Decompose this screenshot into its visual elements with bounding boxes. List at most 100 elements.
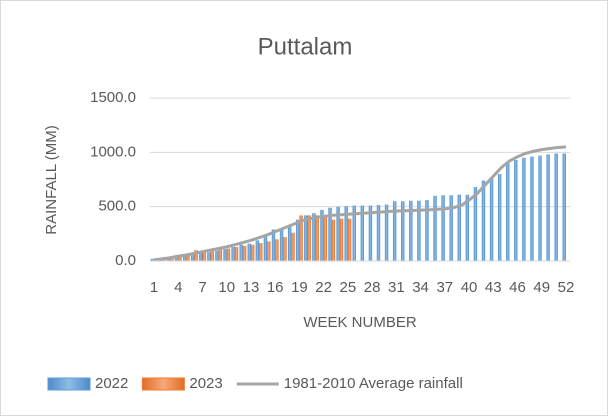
bar [441,195,445,261]
bar [473,187,478,261]
y-tick-label: 1500.0 [90,89,136,106]
legend-label: 1981-2010 Average rainfall [284,375,463,392]
bar [178,254,182,261]
x-tick-label: 25 [340,279,357,296]
bar [255,240,260,261]
bar [275,239,279,261]
x-tick-label: 40 [461,279,478,296]
bar [514,159,518,261]
bar [546,154,550,261]
bar [352,205,356,261]
x-tick-label: 7 [198,279,206,296]
bar [283,237,287,261]
bar [323,217,328,261]
bar [186,253,190,261]
bar [433,195,437,261]
bar [207,252,211,261]
bar [489,178,494,261]
bar [392,201,397,261]
bar [481,180,486,261]
x-tick-label: 19 [291,279,308,296]
y-tick-label: 500.0 [98,198,136,215]
x-tick-label: 28 [364,279,381,296]
x-axis-title: WEEK NUMBER [303,314,417,331]
bar [384,204,389,261]
bar [376,205,381,261]
bar [336,206,340,261]
bar [368,205,373,261]
bar [315,215,319,261]
bar [182,255,187,261]
y-tick-label: 1000.0 [90,143,136,160]
bar [320,209,324,261]
legend-label: 2023 [189,375,222,392]
x-tick-label: 34 [412,279,429,296]
bar [457,194,461,261]
bar [174,256,179,261]
bar [242,245,247,261]
x-tick-label: 52 [558,279,575,296]
bar [538,155,542,261]
bar [299,215,303,261]
bar [331,219,336,261]
bar [360,205,365,261]
bar [401,201,405,261]
bar [215,250,219,261]
bar [250,244,255,261]
bar [506,163,510,261]
x-tick-label: 37 [436,279,453,296]
bar [562,153,566,261]
bar [199,253,203,261]
legend-label: 2022 [95,375,128,392]
bar [259,243,263,261]
bar [287,226,292,261]
bar [247,243,251,261]
bar [530,156,534,261]
bar [409,200,413,261]
bar [522,157,526,261]
chart-title: Puttalam [258,33,353,60]
x-tick-label: 49 [533,279,550,296]
x-tick-label: 4 [174,279,182,296]
bar [210,249,214,261]
bar [449,195,453,261]
bar [312,213,316,261]
x-tick-label: 16 [267,279,284,296]
x-tick-label: 31 [388,279,405,296]
y-axis-title: RAINFALL (MM) [43,125,60,234]
bar [231,246,235,261]
bar [344,206,348,261]
bar [465,194,470,261]
bar [304,215,308,261]
bar [202,250,206,261]
bar [226,248,231,261]
bar [307,215,311,261]
bar [291,232,295,261]
bar [554,153,558,261]
bar [263,236,268,261]
bar [239,244,243,261]
bar [218,249,223,261]
bar [497,174,502,261]
bar [150,258,155,261]
x-tick-label: 10 [218,279,235,296]
legend-swatch [141,377,185,391]
x-tick-label: 22 [315,279,332,296]
x-tick-label: 46 [509,279,526,296]
y-tick-label: 0.0 [115,252,136,269]
bar [417,200,421,261]
bar [267,241,271,261]
bar [223,249,227,261]
x-tick-label: 43 [485,279,502,296]
x-tick-label: 1 [150,279,158,296]
bar [271,229,276,261]
legend-swatch [47,377,91,391]
bar [328,207,332,261]
bar [191,254,195,261]
bar [296,219,300,261]
bar [425,200,429,261]
x-tick-label: 13 [243,279,260,296]
bar [234,246,239,261]
line-series [153,145,567,262]
